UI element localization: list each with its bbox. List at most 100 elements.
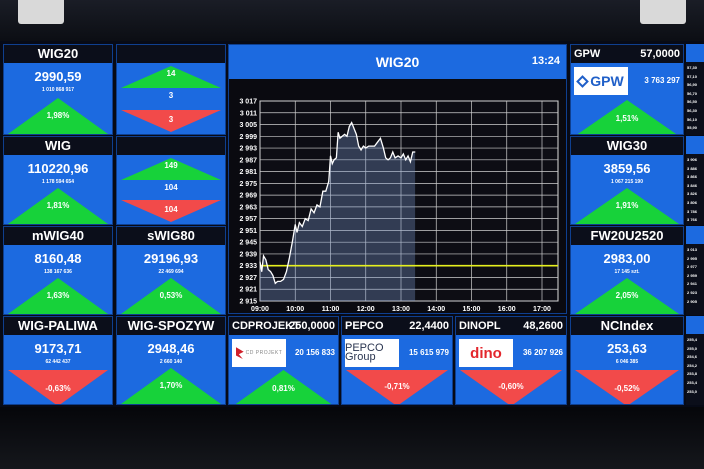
y-tick-label: 2 915 xyxy=(239,299,257,306)
scale-label: 2 977 xyxy=(687,264,698,270)
stock-name: GPW xyxy=(574,48,601,60)
data-point xyxy=(267,269,269,271)
index-change: 0,53% xyxy=(159,291,183,300)
data-point xyxy=(319,206,321,208)
stock-tile-cdprojekt[interactable]: CDPROJEKT 250,0000 CD PROJEKT 20 156 833 0,8… xyxy=(228,316,339,405)
index-volume: 1 178 594 654 xyxy=(42,179,74,185)
data-point xyxy=(330,155,331,157)
company-logo: CD PROJEKT xyxy=(232,339,286,367)
index-value: 2990,59 xyxy=(34,69,82,84)
data-point xyxy=(331,163,333,165)
index-tile-swig80[interactable]: sWIG80 29196,93 22 469 694 0,53% xyxy=(116,226,226,315)
data-point xyxy=(333,159,335,161)
index-name: WIG20 xyxy=(4,45,112,63)
ceiling-lamp xyxy=(640,0,686,24)
stock-name: CDPROJEKT xyxy=(232,320,300,332)
index-tile-wig-paliwa[interactable]: WIG-PALIWA 9173,71 62 442 437 -0,63% xyxy=(3,316,113,405)
company-logo: PEPCO Group xyxy=(345,339,399,367)
scale-labels: 57,30 57,10 56,90 56,70 56,50 56,30 56,10 55,90 xyxy=(686,62,704,135)
breadth-header xyxy=(117,45,225,63)
index-change: 1,70% xyxy=(159,381,183,390)
declining-count: 104 xyxy=(164,205,178,214)
index-change: -0,63% xyxy=(45,384,71,393)
data-point xyxy=(280,280,281,282)
index-tile-wig30[interactable]: WIG30 3859,56 1 067 215 190 1,91% xyxy=(570,136,684,225)
index-name: WIG30 xyxy=(571,137,683,155)
data-point xyxy=(380,137,381,139)
y-tick-label: 2 975 xyxy=(239,181,257,188)
y-tick-label: 2 987 xyxy=(239,157,257,164)
advancing-count: 149 xyxy=(164,161,178,170)
data-point xyxy=(358,145,360,147)
data-point xyxy=(405,159,407,161)
y-tick-label: 2 927 xyxy=(239,275,257,282)
scale-label: 3 766 xyxy=(687,217,698,223)
index-tile-mwig40[interactable]: mWIG40 8160,48 138 167 636 1,63% xyxy=(3,226,113,315)
stock-name: DINOPL xyxy=(459,320,501,332)
index-tile-wig20[interactable]: WIG20 2990,59 1 010 868 917 1,98% xyxy=(3,44,113,135)
data-point xyxy=(265,259,267,261)
data-point xyxy=(337,131,339,133)
stock-header: DINOPL 48,2600 xyxy=(456,317,566,335)
scale-label: 56,10 xyxy=(687,116,698,122)
stock-tile-gpw[interactable]: GPW 57,0000 GPW 3 763 297 1,51% xyxy=(570,44,684,135)
data-point xyxy=(328,180,330,182)
data-point xyxy=(339,137,341,139)
scale-label: 57,10 xyxy=(687,73,698,79)
market-breadth-tile: 149 104 104 xyxy=(116,136,226,225)
stock-price: 48,2600 xyxy=(523,320,563,332)
scale-label: 3 846 xyxy=(687,182,698,188)
stock-volume: 3 763 297 xyxy=(644,76,680,85)
index-change: 1,91% xyxy=(615,201,639,210)
y-tick-label: 2 993 xyxy=(239,146,257,153)
scale-label: 56,70 xyxy=(687,90,698,96)
gpw-logo-icon xyxy=(576,74,590,88)
index-volume: 62 442 437 xyxy=(45,359,71,365)
unchanged-count: 104 xyxy=(164,183,178,192)
index-tile-wig[interactable]: WIG 110220,96 1 178 594 654 1,81% xyxy=(3,136,113,225)
data-point xyxy=(263,255,264,257)
index-tile-ncindex[interactable]: NCIndex 253,63 6 046 385 -0,52% xyxy=(570,316,684,405)
index-tile-wig-spozyw[interactable]: WIG-SPOZYW 2948,46 2 660 140 1,70% xyxy=(116,316,226,405)
stock-volume: 15 615 979 xyxy=(408,348,449,357)
index-name: WIG-SPOZYW xyxy=(117,317,225,335)
edge-panel: 255,4 255,0 254,6 254,2 253,8 253,4 253,0 xyxy=(686,316,704,405)
scale-label: 2 923 xyxy=(687,289,698,295)
data-point xyxy=(353,128,355,129)
stock-header: CDPROJEKT 250,0000 xyxy=(229,317,338,335)
wig20-chart-panel: WIG20 13:24 3 017 3 011 3 005 2 999 2 993 2 9… xyxy=(228,44,567,314)
stock-volume: 20 156 833 xyxy=(294,348,335,357)
y-tick-label: 2 981 xyxy=(239,169,257,176)
index-change: -0,52% xyxy=(614,384,640,393)
scale-label: 55,90 xyxy=(687,125,698,131)
data-point xyxy=(344,133,345,135)
data-point xyxy=(277,280,279,282)
edge-panel: 3 906 3 886 3 866 3 846 3 826 3 806 3 786 3 766 xyxy=(686,136,704,225)
edge-panel: 57,30 57,10 56,90 56,70 56,50 56,30 56,10 55,90 xyxy=(686,44,704,135)
data-point xyxy=(261,271,263,272)
scale-label: 253,8 xyxy=(687,371,698,377)
index-value: 8160,48 xyxy=(34,251,82,266)
index-name: mWIG40 xyxy=(4,227,112,245)
stock-tile-dinopl[interactable]: DINOPL 48,2600 dino 36 207 926 -0,60% xyxy=(455,316,567,405)
data-point xyxy=(402,153,404,155)
stock-tile-pepco[interactable]: PEPCO 22,4400 PEPCO Group 15 615 979 -0,71% xyxy=(341,316,453,405)
data-point xyxy=(310,208,312,210)
index-change: 1,81% xyxy=(46,201,70,210)
logo-text: dino xyxy=(470,344,502,362)
index-name: sWIG80 xyxy=(117,227,225,245)
data-point xyxy=(371,145,373,147)
data-point xyxy=(272,275,274,276)
index-name: FW20U2520 xyxy=(571,227,683,245)
market-breadth-tile: 14 3 3 xyxy=(116,44,226,135)
index-volume: 6 046 385 xyxy=(615,359,639,365)
data-point xyxy=(374,145,375,147)
index-volume: 1 067 215 190 xyxy=(611,179,643,185)
index-value: 2983,00 xyxy=(603,251,651,266)
stock-price: 22,4400 xyxy=(409,320,449,332)
index-value: 110220,96 xyxy=(27,161,89,176)
y-tick-label: 2 921 xyxy=(239,287,257,294)
scale-labels: 255,4 255,0 254,6 254,2 253,8 253,4 253,0 xyxy=(686,334,704,405)
index-tile-fw20u2520[interactable]: FW20U2520 2983,00 17 145 szt. 2,05% xyxy=(570,226,684,315)
index-value: 253,63 xyxy=(607,341,647,356)
